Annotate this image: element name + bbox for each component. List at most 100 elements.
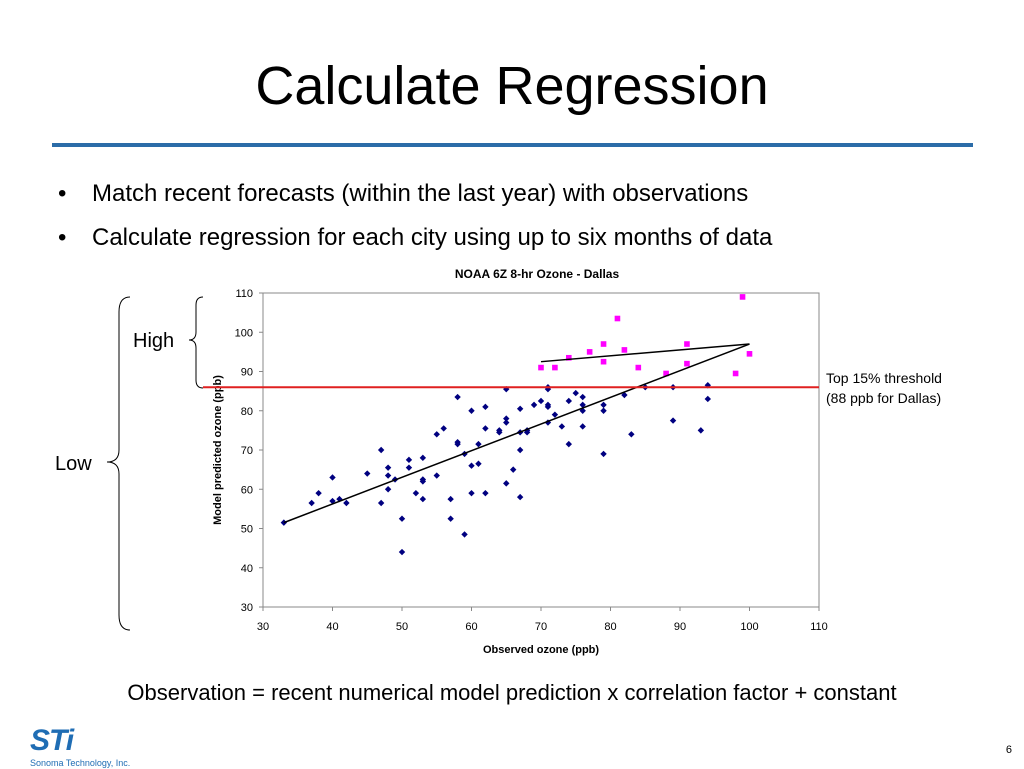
- data-point-diamond: [544, 419, 552, 426]
- data-point-square: [600, 341, 607, 347]
- data-point-diamond: [343, 499, 350, 507]
- data-point-diamond: [468, 462, 475, 469]
- data-point-diamond: [628, 431, 635, 438]
- data-point-diamond: [308, 499, 315, 507]
- data-point-square: [586, 349, 593, 355]
- data-point-square: [663, 370, 669, 377]
- data-point-diamond: [600, 450, 607, 458]
- logo-mark: STi: [30, 724, 74, 757]
- y-tick-label: 110: [235, 288, 253, 300]
- y-tick-label: 90: [241, 367, 253, 379]
- data-point-diamond: [468, 489, 475, 497]
- data-point-diamond: [398, 548, 406, 556]
- data-point-diamond: [503, 415, 510, 422]
- y-tick-label: 30: [241, 602, 253, 614]
- logo-name: Sonoma Technology, Inc.: [30, 758, 131, 768]
- data-point-diamond: [398, 515, 406, 522]
- low-label: Low: [55, 453, 92, 475]
- bullet-item: Calculate regression for each city using…: [52, 216, 772, 260]
- data-point-diamond: [280, 519, 288, 526]
- data-point-diamond: [419, 454, 427, 462]
- y-axis-label: Model predicted ozone (ppb): [212, 375, 224, 525]
- trendline: [540, 343, 750, 363]
- data-point-diamond: [523, 427, 531, 434]
- data-point-diamond: [482, 403, 489, 411]
- data-point-diamond: [419, 495, 427, 503]
- data-point-square: [614, 315, 621, 322]
- data-point-square: [684, 360, 690, 367]
- page-number: 6: [1005, 744, 1012, 756]
- data-point-diamond: [384, 486, 392, 493]
- data-point-diamond: [475, 440, 482, 448]
- data-point-square: [732, 370, 739, 377]
- data-point-diamond: [475, 460, 482, 467]
- data-point-diamond: [558, 423, 566, 430]
- data-point-diamond: [516, 493, 524, 501]
- data-point-diamond: [447, 495, 454, 503]
- data-point-diamond: [516, 446, 524, 454]
- x-axis-label: Observed ozone (ppb): [483, 644, 599, 656]
- y-tick-label: 40: [241, 563, 253, 575]
- data-point-diamond: [454, 440, 461, 448]
- data-point-diamond: [510, 466, 517, 473]
- data-point-diamond: [621, 391, 628, 399]
- data-point-diamond: [565, 397, 572, 405]
- x-tick-label: 50: [396, 621, 408, 633]
- trendlines: [283, 343, 750, 524]
- data-point-diamond: [579, 407, 586, 414]
- data-point-square: [746, 351, 753, 357]
- y-tick-label: 70: [241, 445, 253, 457]
- data-points: [280, 294, 753, 556]
- data-point-square: [566, 354, 572, 361]
- y-tick-label: 100: [235, 327, 253, 339]
- x-tick-label: 30: [257, 621, 269, 633]
- data-point-square: [739, 294, 746, 300]
- data-point-diamond: [579, 423, 586, 430]
- data-point-diamond: [377, 446, 385, 454]
- x-tick-label: 80: [604, 621, 616, 633]
- bullet-list: Match recent forecasts (within the last …: [52, 172, 772, 260]
- data-point-diamond: [461, 531, 468, 538]
- data-point-diamond: [544, 403, 552, 411]
- plot-area: [262, 292, 820, 608]
- x-tick-label: 40: [326, 621, 338, 633]
- company-logo: STi Sonoma Technology, Inc.: [30, 726, 130, 769]
- data-point-diamond: [579, 401, 586, 409]
- data-point-diamond: [503, 480, 510, 487]
- data-point-diamond: [704, 382, 711, 389]
- y-tick-label: 80: [241, 406, 253, 418]
- data-point-diamond: [516, 405, 524, 412]
- y-tick-label: 50: [241, 524, 253, 536]
- data-point-diamond: [482, 425, 489, 432]
- data-point-diamond: [537, 397, 545, 405]
- data-point-diamond: [405, 456, 413, 464]
- slide-title: Calculate Regression: [255, 56, 769, 116]
- data-point-diamond: [572, 389, 579, 397]
- data-point-diamond: [600, 401, 607, 409]
- data-point-diamond: [565, 440, 572, 448]
- data-point-square: [552, 364, 558, 371]
- x-tick-label: 60: [465, 621, 477, 633]
- y-tick-label: 60: [241, 484, 253, 496]
- y-axis: 30 40 50 60 70 80 90 100 110: [235, 288, 263, 614]
- data-point-diamond: [364, 470, 371, 477]
- data-point-diamond: [454, 393, 461, 401]
- title-divider: [52, 143, 973, 147]
- data-point-square: [621, 347, 628, 353]
- data-point-diamond: [384, 472, 392, 479]
- data-point-square: [635, 364, 642, 371]
- data-point-diamond: [447, 515, 454, 522]
- low-brace: [106, 296, 131, 631]
- data-point-diamond: [440, 425, 447, 432]
- data-point-diamond: [600, 407, 607, 414]
- data-point-diamond: [377, 499, 385, 507]
- data-point-diamond: [468, 407, 475, 414]
- data-point-diamond: [530, 401, 538, 409]
- chart-title: NOAA 6Z 8-hr Ozone - Dallas: [455, 267, 620, 281]
- data-point-diamond: [503, 419, 510, 426]
- data-point-diamond: [579, 393, 586, 401]
- data-point-square: [684, 341, 690, 347]
- data-point-diamond: [412, 489, 420, 497]
- data-point-diamond: [433, 472, 440, 479]
